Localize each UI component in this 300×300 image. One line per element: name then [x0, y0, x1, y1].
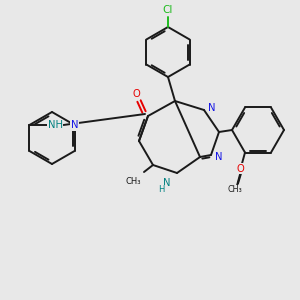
Text: Cl: Cl [163, 5, 173, 15]
Text: CH₃: CH₃ [125, 176, 141, 185]
Text: N: N [163, 178, 171, 188]
Text: N: N [208, 103, 216, 113]
Text: H: H [158, 185, 164, 194]
Text: NH: NH [48, 120, 63, 130]
Text: O: O [132, 89, 140, 99]
Text: N: N [215, 152, 223, 162]
Text: N: N [71, 120, 78, 130]
Text: O: O [236, 164, 244, 173]
Text: CH₃: CH₃ [228, 185, 242, 194]
